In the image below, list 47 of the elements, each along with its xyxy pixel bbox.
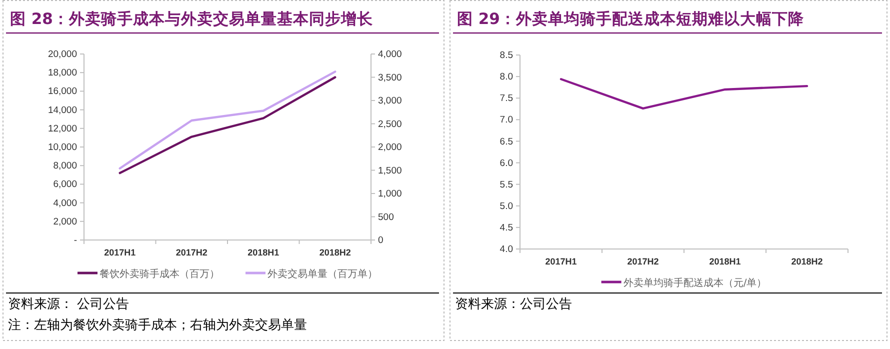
- y2-tick-label: 3,000: [378, 96, 402, 107]
- y-tick-label: 7.0: [500, 114, 513, 126]
- y-tick-label: 10,000: [48, 142, 77, 154]
- y-tick-label: 8.5: [500, 50, 513, 62]
- y-tick-label: 6.0: [500, 158, 513, 169]
- y-tick-label: 8.0: [500, 72, 513, 83]
- y-tick-label: 8,000: [53, 160, 77, 172]
- y-tick-label: -: [74, 235, 77, 246]
- x-tick-label: 2017H1: [104, 247, 136, 258]
- y-tick-label: 7.5: [500, 93, 513, 104]
- y2-tick-label: 3,500: [378, 72, 402, 84]
- x-tick-label: 2017H2: [627, 256, 659, 266]
- y-tick-label: 4.5: [500, 222, 513, 234]
- y-tick-label: 18,000: [48, 68, 77, 79]
- legend-label: 餐饮外卖骑手成本（百万）: [100, 268, 220, 280]
- text: 注：左轴为餐饮外卖骑手成本；右轴为外卖交易单量: [8, 317, 307, 333]
- text: 资料来源： 公司公告: [8, 297, 130, 312]
- y-tick-label: 2,000: [53, 216, 77, 228]
- y-tick-label: 5.5: [500, 179, 513, 190]
- y-tick-label: 6,000: [53, 179, 77, 190]
- legend-label: 外卖交易单量（百万单）: [268, 268, 378, 280]
- y-tick-label: 14,000: [48, 104, 77, 116]
- x-tick-label: 2018H1: [248, 247, 280, 258]
- y2-tick-label: 2,500: [378, 118, 402, 130]
- y-tick-label: 12,000: [48, 123, 77, 134]
- y-tick-label: 5.0: [500, 200, 513, 212]
- x-tick-label: 2018H1: [709, 256, 741, 266]
- y2-tick-label: 4,000: [378, 49, 402, 60]
- y2-tick-label: 2,000: [378, 142, 402, 154]
- y2-tick-label: 0: [378, 235, 384, 246]
- y-tick-label: 20,000: [48, 49, 77, 60]
- y2-tick-label: 1,000: [378, 188, 402, 200]
- y-tick-label: 6.5: [500, 136, 513, 148]
- line-series: [560, 78, 808, 110]
- x-tick-label: 2018H2: [791, 256, 823, 266]
- y-tick-label: 16,000: [48, 86, 77, 98]
- chart-title: 图 28：外卖骑手成本与外卖交易单量基本同步增长: [10, 9, 374, 28]
- y-tick-label: 4,000: [53, 198, 77, 209]
- x-tick-label: 2017H1: [545, 256, 577, 266]
- chart-title: 图 29：外卖单均骑手配送成本短期难以大幅下降: [457, 10, 805, 28]
- y-tick-label: 4.0: [500, 244, 513, 256]
- legend-label: 外卖单均骑手配送成本（元/单）: [623, 277, 767, 289]
- y2-tick-label: 1,500: [378, 165, 402, 176]
- text: 资料来源：公司公告: [455, 297, 572, 312]
- y2-tick-label: 500: [378, 212, 394, 223]
- x-tick-label: 2017H2: [176, 247, 208, 258]
- x-tick-label: 2018H2: [319, 247, 351, 258]
